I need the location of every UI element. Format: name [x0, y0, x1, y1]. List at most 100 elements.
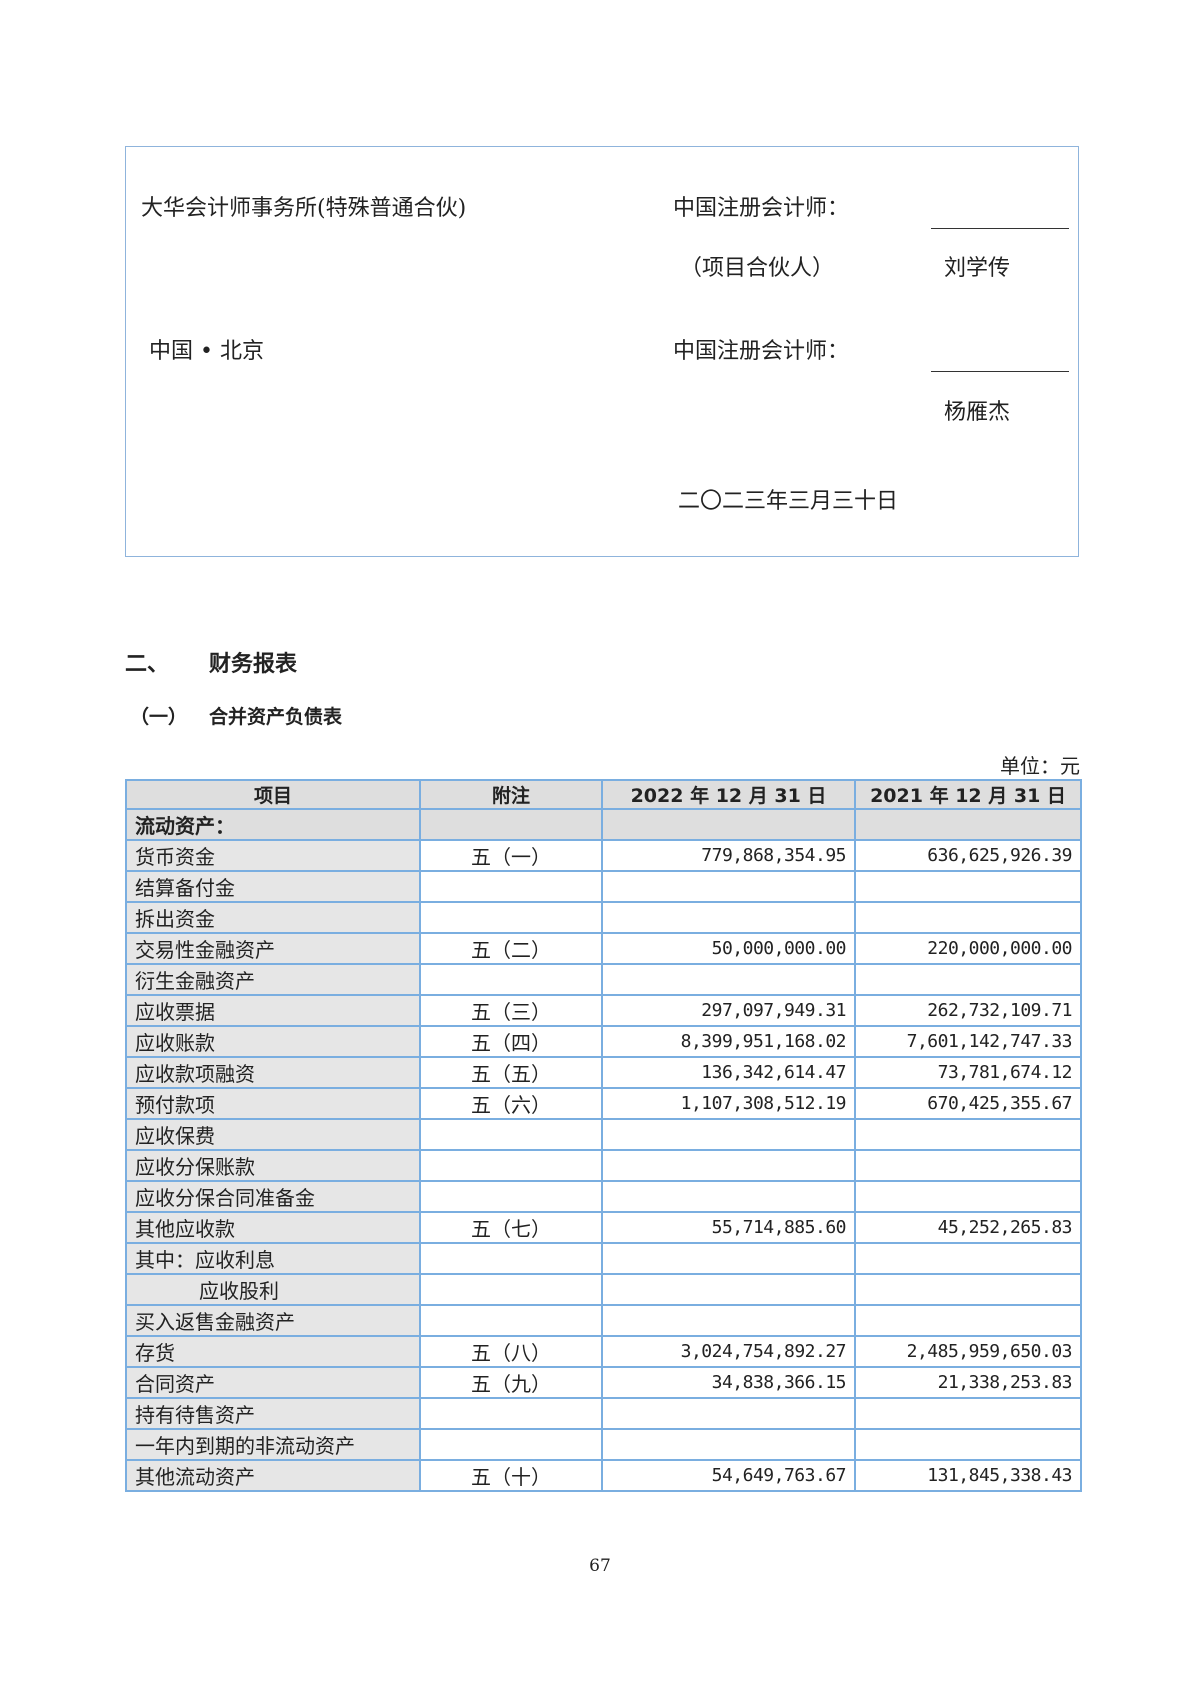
cpa-name-1: 刘学传 — [944, 256, 1011, 281]
row-value-2022: 297,097,949.31 — [601, 994, 856, 1027]
row-note — [419, 963, 603, 996]
row-value-2022 — [601, 1180, 856, 1213]
row-item: 应收保费 — [125, 1118, 421, 1151]
cpa-label-1: 中国注册会计师： — [673, 196, 850, 221]
row-value-2022 — [601, 1397, 856, 1430]
row-value-2022 — [601, 1428, 856, 1461]
location: 中国 • 北京 — [149, 339, 264, 364]
cpa-label-2: 中国注册会计师： — [673, 339, 850, 364]
row-value-2022 — [601, 1242, 856, 1275]
section-row-current-assets: 流动资产： — [125, 808, 1082, 841]
row-value-2022: 136,342,614.47 — [601, 1056, 856, 1089]
row-value-2021: 220,000,000.00 — [854, 932, 1082, 965]
row-note: 五（九） — [419, 1366, 603, 1399]
table-row: 持有待售资产 — [125, 1397, 1082, 1430]
row-item: 预付款项 — [125, 1087, 421, 1120]
table-row: 合同资产 五（九） 34,838,366.15 21,338,253.83 — [125, 1366, 1082, 1399]
table-row: 应收分保账款 — [125, 1149, 1082, 1182]
row-value-2022: 779,868,354.95 — [601, 839, 856, 872]
row-note: 五（六） — [419, 1087, 603, 1120]
row-item: 应收分保合同准备金 — [125, 1180, 421, 1213]
table-row: 应收股利 — [125, 1273, 1082, 1306]
header-2021: 2021 年 12 月 31 日 — [854, 779, 1082, 810]
table-row: 结算备付金 — [125, 870, 1082, 903]
header-item: 项目 — [125, 779, 421, 810]
row-item: 一年内到期的非流动资产 — [125, 1428, 421, 1461]
row-note — [419, 1118, 603, 1151]
row-value-2021: 636,625,926.39 — [854, 839, 1082, 872]
row-note — [419, 901, 603, 934]
row-item: 其他流动资产 — [125, 1459, 421, 1492]
row-note: 五（十） — [419, 1459, 603, 1492]
row-value-2021 — [854, 1149, 1082, 1182]
row-value-2021: 2,485,959,650.03 — [854, 1335, 1082, 1368]
table-row: 存货 五（八） 3,024,754,892.27 2,485,959,650.03 — [125, 1335, 1082, 1368]
row-note — [419, 1273, 603, 1306]
row-item: 合同资产 — [125, 1366, 421, 1399]
row-item: 应收票据 — [125, 994, 421, 1027]
audit-firm-name: 大华会计师事务所(特殊普通合伙) — [141, 196, 467, 221]
row-item: 衍生金融资产 — [125, 963, 421, 996]
row-item: 结算备付金 — [125, 870, 421, 903]
row-item: 应收账款 — [125, 1025, 421, 1058]
row-note — [419, 870, 603, 903]
table-row: 应收分保合同准备金 — [125, 1180, 1082, 1213]
row-value-2022 — [601, 901, 856, 934]
cpa-name-2: 杨雁杰 — [944, 400, 1011, 425]
balance-sheet-table: 项目 附注 2022 年 12 月 31 日 2021 年 12 月 31 日 … — [125, 779, 1082, 1492]
row-value-2022: 8,399,951,168.02 — [601, 1025, 856, 1058]
row-value-2022 — [601, 870, 856, 903]
row-value-2022 — [601, 963, 856, 996]
partner-label: （项目合伙人） — [680, 256, 835, 281]
table-header-row: 项目 附注 2022 年 12 月 31 日 2021 年 12 月 31 日 — [125, 779, 1082, 810]
report-date: 二〇二三年三月三十日 — [678, 489, 899, 514]
table-row: 其他流动资产 五（十） 54,649,763.67 131,845,338.43 — [125, 1459, 1082, 1492]
row-item: 应收股利 — [125, 1273, 421, 1306]
table-row: 衍生金融资产 — [125, 963, 1082, 996]
row-value-2022 — [601, 1273, 856, 1306]
row-note — [419, 1149, 603, 1182]
row-item: 其中：应收利息 — [125, 1242, 421, 1275]
section-title: 财务报表 — [209, 652, 298, 677]
row-note — [419, 1304, 603, 1337]
row-item: 持有待售资产 — [125, 1397, 421, 1430]
row-note — [419, 1397, 603, 1430]
header-2022: 2022 年 12 月 31 日 — [601, 779, 856, 810]
table-row: 一年内到期的非流动资产 — [125, 1428, 1082, 1461]
row-item: 交易性金融资产 — [125, 932, 421, 965]
row-value-2021: 21,338,253.83 — [854, 1366, 1082, 1399]
row-note — [419, 1242, 603, 1275]
table-row: 预付款项 五（六） 1,107,308,512.19 670,425,355.67 — [125, 1087, 1082, 1120]
table-row: 其他应收款 五（七） 55,714,885.60 45,252,265.83 — [125, 1211, 1082, 1244]
row-value-2021: 73,781,674.12 — [854, 1056, 1082, 1089]
row-note: 五（二） — [419, 932, 603, 965]
table-row: 货币资金 五（一） 779,868,354.95 636,625,926.39 — [125, 839, 1082, 872]
row-value-2022 — [601, 1304, 856, 1337]
row-value-2021 — [854, 1273, 1082, 1306]
row-note — [419, 1180, 603, 1213]
row-item: 拆出资金 — [125, 901, 421, 934]
row-item: 存货 — [125, 1335, 421, 1368]
row-item: 货币资金 — [125, 839, 421, 872]
row-value-2021: 7,601,142,747.33 — [854, 1025, 1082, 1058]
subsection-number: （一） — [130, 706, 188, 728]
table-row: 应收保费 — [125, 1118, 1082, 1151]
row-value-2021: 131,845,338.43 — [854, 1459, 1082, 1492]
subsection-title: 合并资产负债表 — [209, 706, 343, 728]
row-value-2022: 55,714,885.60 — [601, 1211, 856, 1244]
row-value-2021: 262,732,109.71 — [854, 994, 1082, 1027]
row-note: 五（七） — [419, 1211, 603, 1244]
row-value-2022: 3,024,754,892.27 — [601, 1335, 856, 1368]
section-label: 流动资产： — [125, 808, 421, 841]
row-value-2021 — [854, 1304, 1082, 1337]
row-note: 五（四） — [419, 1025, 603, 1058]
row-value-2022: 54,649,763.67 — [601, 1459, 856, 1492]
row-value-2021 — [854, 870, 1082, 903]
row-note — [419, 1428, 603, 1461]
signature-line-1 — [931, 228, 1069, 229]
table-row: 应收款项融资 五（五） 136,342,614.47 73,781,674.12 — [125, 1056, 1082, 1089]
row-note: 五（三） — [419, 994, 603, 1027]
table-row: 交易性金融资产 五（二） 50,000,000.00 220,000,000.00 — [125, 932, 1082, 965]
unit-label: 单位：元 — [1000, 754, 1080, 778]
table-row: 其中：应收利息 — [125, 1242, 1082, 1275]
